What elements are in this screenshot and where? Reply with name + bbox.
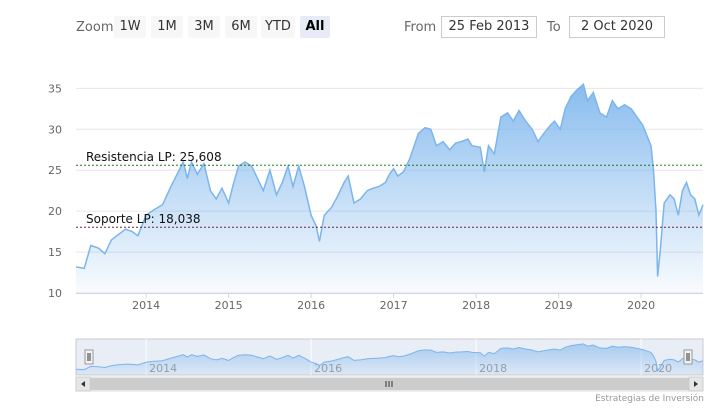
series-line[interactable] — [75, 82, 704, 277]
x-tick-label: 2019 — [545, 299, 573, 312]
zoom-3m-button[interactable]: 3M — [188, 16, 220, 38]
from-label: From — [404, 20, 437, 35]
y-tick-label: 25 — [48, 164, 62, 177]
zoom-ytd-button[interactable]: YTD — [261, 16, 295, 38]
zoom-all-button[interactable]: All — [300, 16, 330, 38]
credits-text: Estrategias de Inversión — [595, 394, 704, 404]
arrow-left-icon — [81, 381, 85, 387]
handle-grip[interactable] — [683, 349, 693, 365]
range-selector-toolbar: Zoom 1W 1M 3M 6M YTD All From 25 Feb 201… — [0, 0, 724, 54]
x-tick-label: 2018 — [462, 299, 490, 312]
to-label: To — [547, 20, 561, 35]
y-tick-label: 15 — [48, 246, 62, 259]
y-tick-label: 30 — [48, 123, 62, 136]
handle-grip[interactable] — [84, 349, 94, 365]
y-tick-label: 35 — [48, 82, 62, 95]
x-axis-labels: 2014 2015 2016 2017 2018 2019 2020 — [132, 293, 655, 312]
scrollbar[interactable] — [75, 376, 704, 392]
series-area — [76, 84, 703, 293]
navigator[interactable]: 2014201620182020 — [75, 338, 704, 376]
plot-lines: Resistencia LP: 25,608 Soporte LP: 18,038 — [76, 150, 703, 228]
navigator-handle-left[interactable] — [84, 349, 94, 365]
support-line-label: Soporte LP: 18,038 — [86, 212, 201, 226]
x-tick-label: 2014 — [132, 299, 160, 312]
x-tick-label: 2020 — [627, 299, 655, 312]
y-tick-label: 20 — [48, 205, 62, 218]
navigator-handle-right[interactable] — [683, 349, 693, 365]
y-tick-label: 10 — [48, 287, 62, 300]
y-axis-labels: 10 15 20 25 30 35 — [48, 82, 62, 300]
navigator-series-line — [75, 343, 704, 372]
arrow-right-icon — [694, 381, 698, 387]
x-tick-label: 2015 — [215, 299, 243, 312]
zoom-6m-button[interactable]: 6M — [225, 16, 257, 38]
x-tick-label: 2017 — [380, 299, 408, 312]
zoom-1w-button[interactable]: 1W — [114, 16, 146, 38]
to-date-input[interactable]: 2 Oct 2020 — [569, 16, 665, 38]
navigator-series-area — [76, 343, 703, 375]
resistance-line-label: Resistencia LP: 25,608 — [86, 150, 222, 164]
x-tick-label: 2016 — [297, 299, 325, 312]
zoom-label: Zoom — [76, 20, 114, 35]
zoom-1m-button[interactable]: 1M — [151, 16, 183, 38]
from-date-input[interactable]: 25 Feb 2013 — [441, 16, 537, 38]
